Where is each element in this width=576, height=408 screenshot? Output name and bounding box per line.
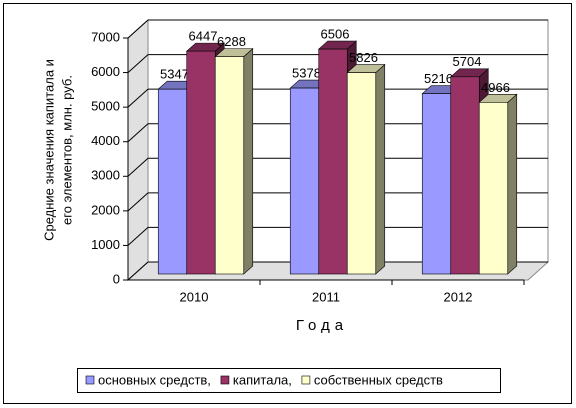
- value-label: 6288: [217, 34, 246, 49]
- value-label: 5826: [349, 50, 378, 65]
- bar: [157, 88, 188, 275]
- grid-line: [127, 88, 149, 108]
- bar: [214, 56, 245, 275]
- bar-side: [243, 47, 254, 275]
- y-tick-label: 3000: [91, 168, 120, 183]
- y-label-line: Средние значения капитала и: [41, 59, 56, 241]
- y-tick-label: 6000: [91, 64, 120, 79]
- legend-swatch: [301, 375, 311, 385]
- y-label-line: его элементов, млн. руб.: [59, 75, 74, 225]
- legend-swatch: [85, 375, 95, 385]
- legend-label: собственных средств: [314, 372, 443, 387]
- value-label: 5347: [160, 67, 189, 82]
- value-label: 6506: [321, 27, 350, 42]
- grid-line: [127, 192, 149, 212]
- bar: [450, 76, 480, 275]
- x-axis-label: Года: [296, 317, 348, 334]
- bar: [318, 48, 348, 275]
- bar: [289, 87, 320, 275]
- y-tick-label: 2000: [91, 202, 120, 217]
- y-tick-label: 0: [113, 271, 120, 286]
- bar: [421, 93, 452, 275]
- grid-line: [127, 19, 149, 39]
- y-tick-label: 1000: [91, 237, 120, 252]
- legend: [77, 368, 501, 393]
- legend-label: основных средств,: [98, 372, 211, 387]
- value-label: 5704: [453, 54, 482, 69]
- bar-side: [375, 63, 386, 275]
- value-label: 4966: [481, 80, 510, 95]
- legend-label: капитала,: [233, 372, 292, 387]
- bar-side: [507, 93, 518, 275]
- x-tick-label: 2010: [180, 289, 209, 304]
- bar: [478, 102, 509, 275]
- x-tick-label: 2012: [444, 289, 473, 304]
- x-tick-label: 2011: [312, 289, 340, 304]
- value-label: 6447: [189, 29, 218, 44]
- y-tick-label: 7000: [91, 29, 120, 44]
- grid-line: [127, 123, 149, 143]
- grid-line: [127, 157, 149, 177]
- y-tick-label: 5000: [91, 99, 120, 114]
- bar: [186, 50, 216, 275]
- value-label: 5216: [424, 71, 453, 86]
- side-wall: [127, 18, 149, 282]
- grid-line: [127, 54, 149, 73]
- bar: [346, 72, 377, 275]
- y-tick-label: 4000: [91, 133, 120, 148]
- legend-swatch: [220, 375, 230, 385]
- grid-line: [127, 227, 149, 246]
- y-axis-label: Средние значения капитала и его элементо…: [41, 59, 74, 241]
- value-label: 5378: [292, 66, 321, 81]
- grid-line: [127, 261, 149, 281]
